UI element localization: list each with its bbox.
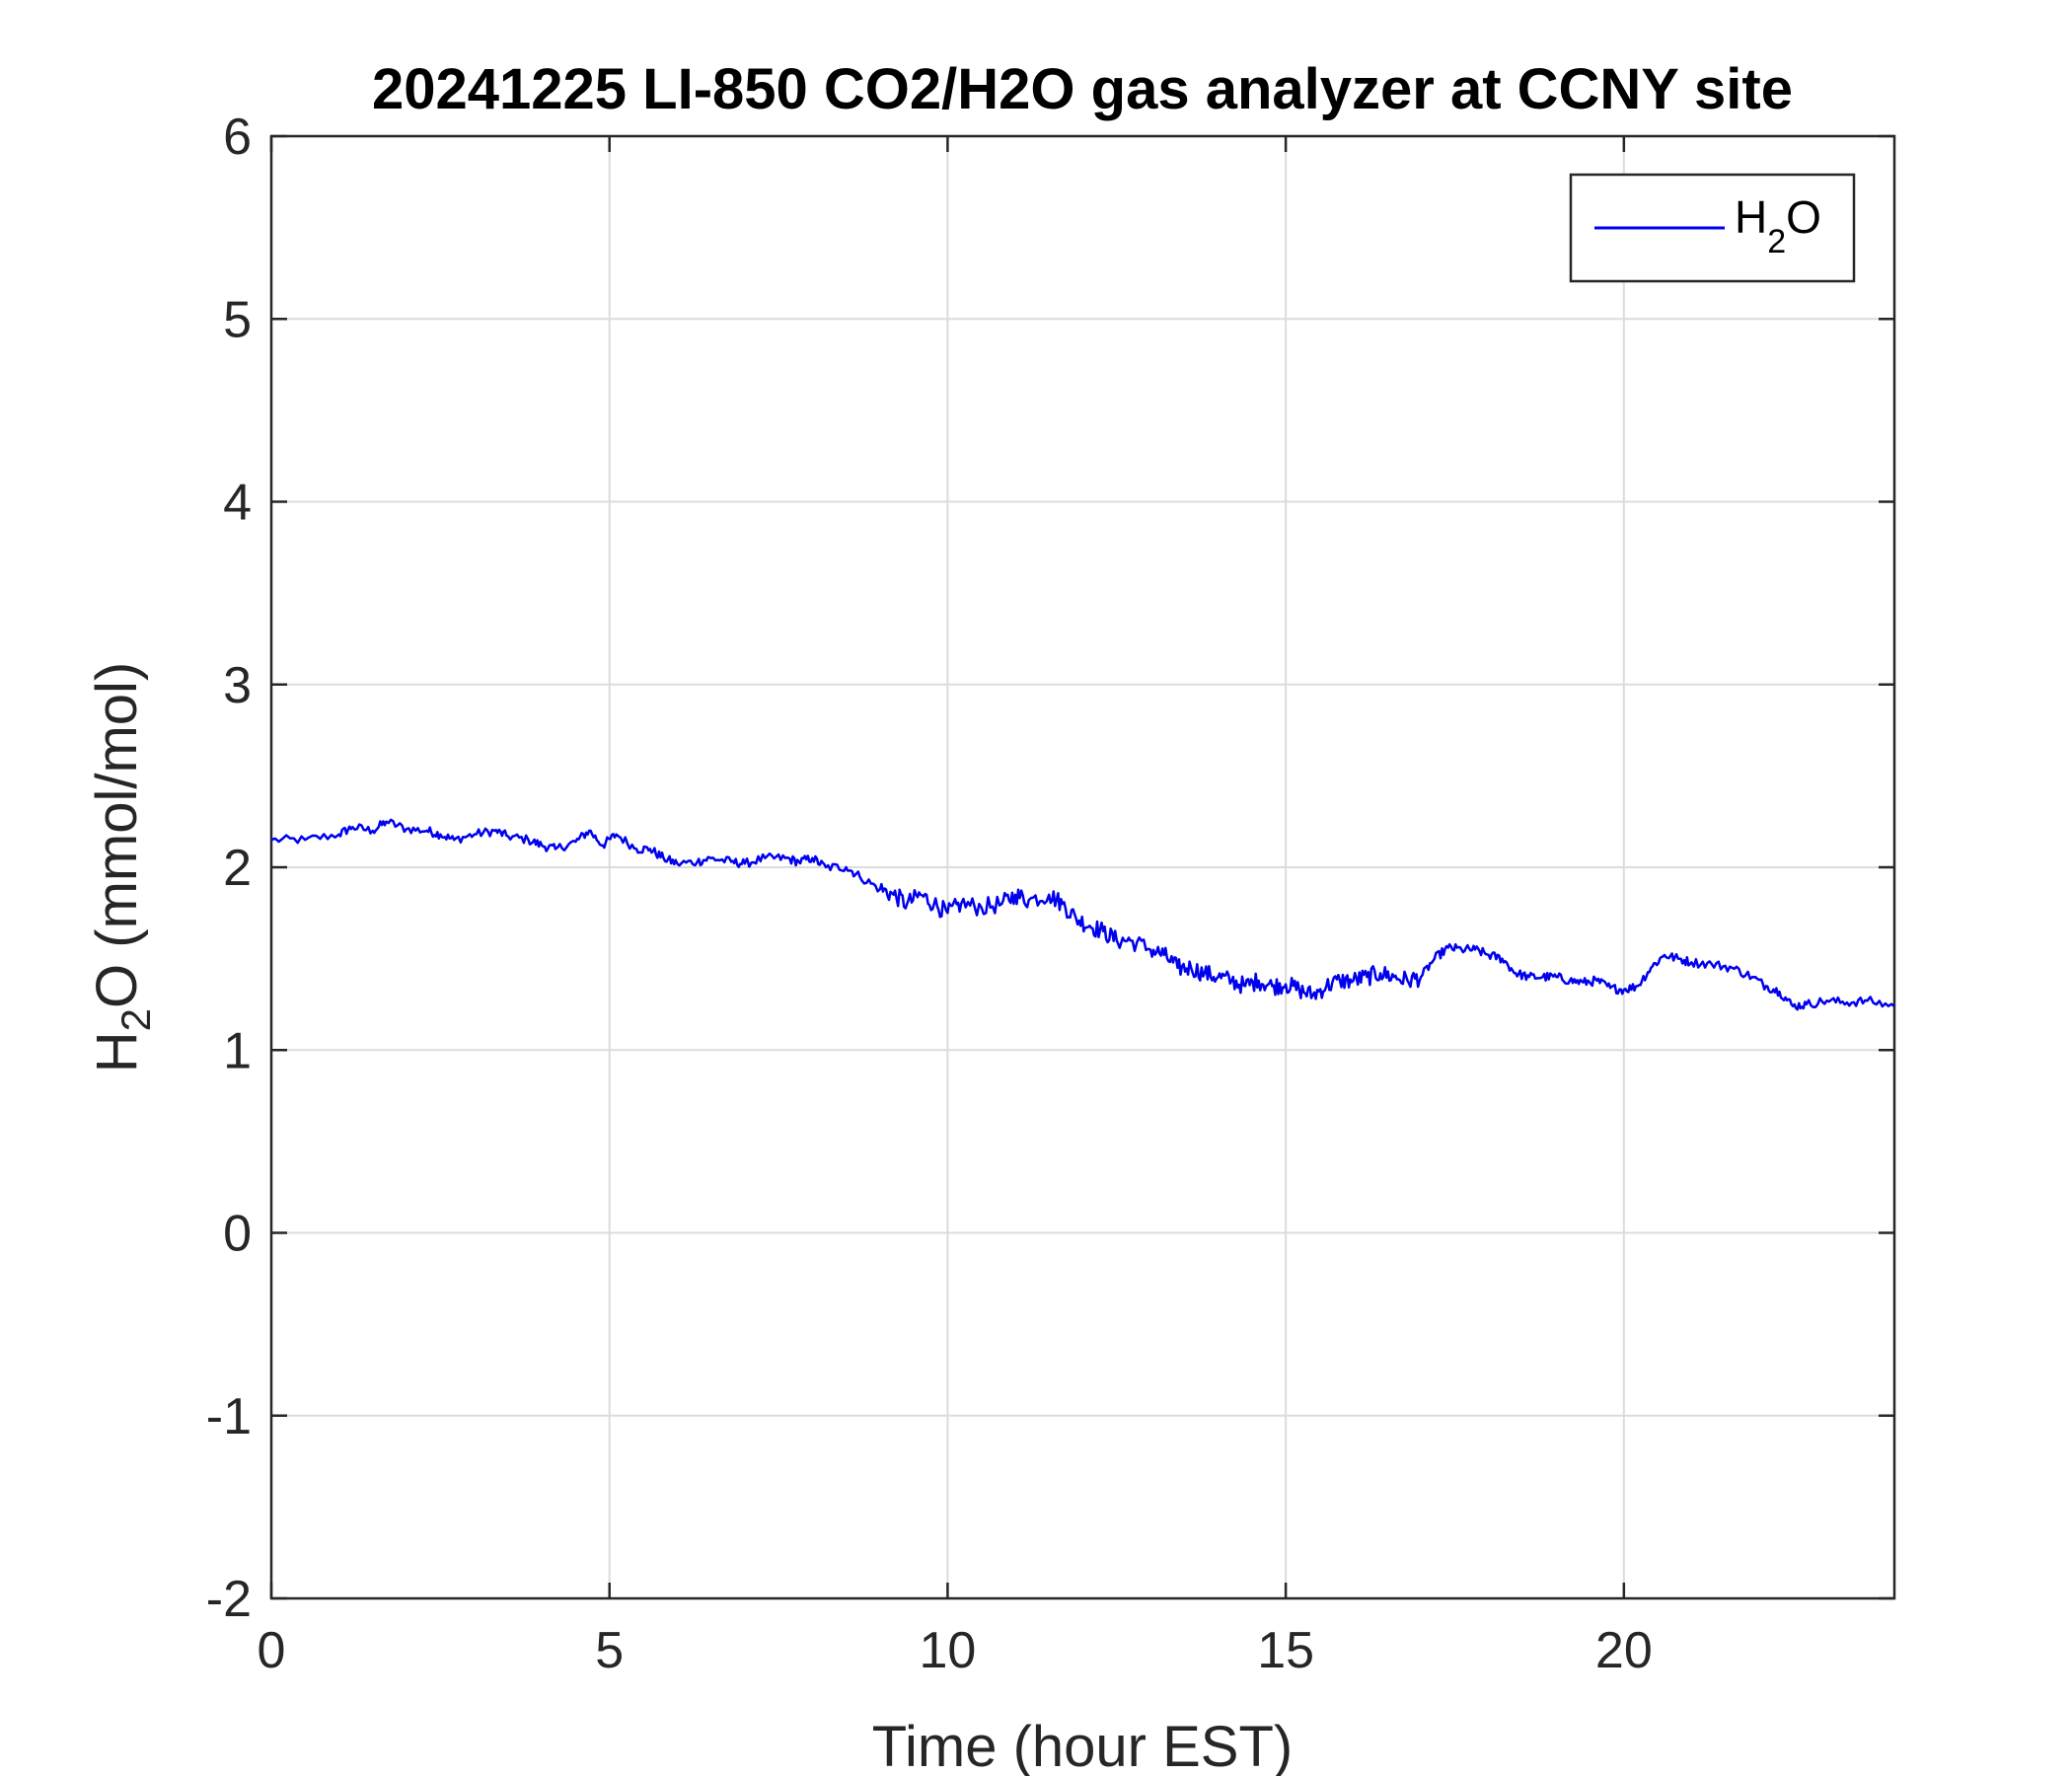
y-tick-label: 5 [223, 291, 252, 348]
chart-title: 20241225 LI-850 CO2/H2O gas analyzer at … [372, 57, 1793, 121]
y-axis-label-post: O (mmol/mol) [85, 662, 149, 1008]
y-axis-label-pre: H [85, 1031, 149, 1073]
grid [271, 136, 1894, 1598]
x-tick-label: 0 [258, 1622, 286, 1679]
legend: H2O [1569, 173, 1856, 283]
x-axis-label: Time (hour EST) [872, 1715, 1293, 1776]
y-axis-label: H2O (mmol/mol) [85, 662, 159, 1073]
legend-label-h2o: H2O [1735, 191, 1821, 260]
legend-label-sub: 2 [1767, 223, 1786, 260]
y-tick-label: 3 [223, 657, 252, 714]
x-tick-label: 5 [595, 1622, 624, 1679]
y-tick-label: -2 [206, 1571, 252, 1628]
x-tick-label: 10 [919, 1622, 976, 1679]
x-tick-label: 15 [1257, 1622, 1314, 1679]
y-tick-labels: -2 -1 0 1 2 3 4 5 6 [206, 109, 252, 1628]
series-line-h2o [270, 818, 1895, 1011]
legend-label-post: O [1786, 191, 1821, 243]
legend-label-pre: H [1735, 191, 1767, 243]
axis-ticks [269, 134, 1894, 1600]
y-tick-label: 2 [223, 840, 252, 897]
y-tick-label: 4 [223, 475, 252, 532]
x-tick-label: 20 [1595, 1622, 1653, 1679]
y-tick-label: 6 [223, 109, 252, 166]
x-tick-labels: 0 5 10 15 20 [258, 1622, 1653, 1679]
y-tick-label: -1 [206, 1388, 252, 1445]
y-tick-label: 1 [223, 1022, 252, 1079]
y-axis-label-sub: 2 [112, 1008, 159, 1031]
y-tick-label: 0 [223, 1206, 252, 1263]
